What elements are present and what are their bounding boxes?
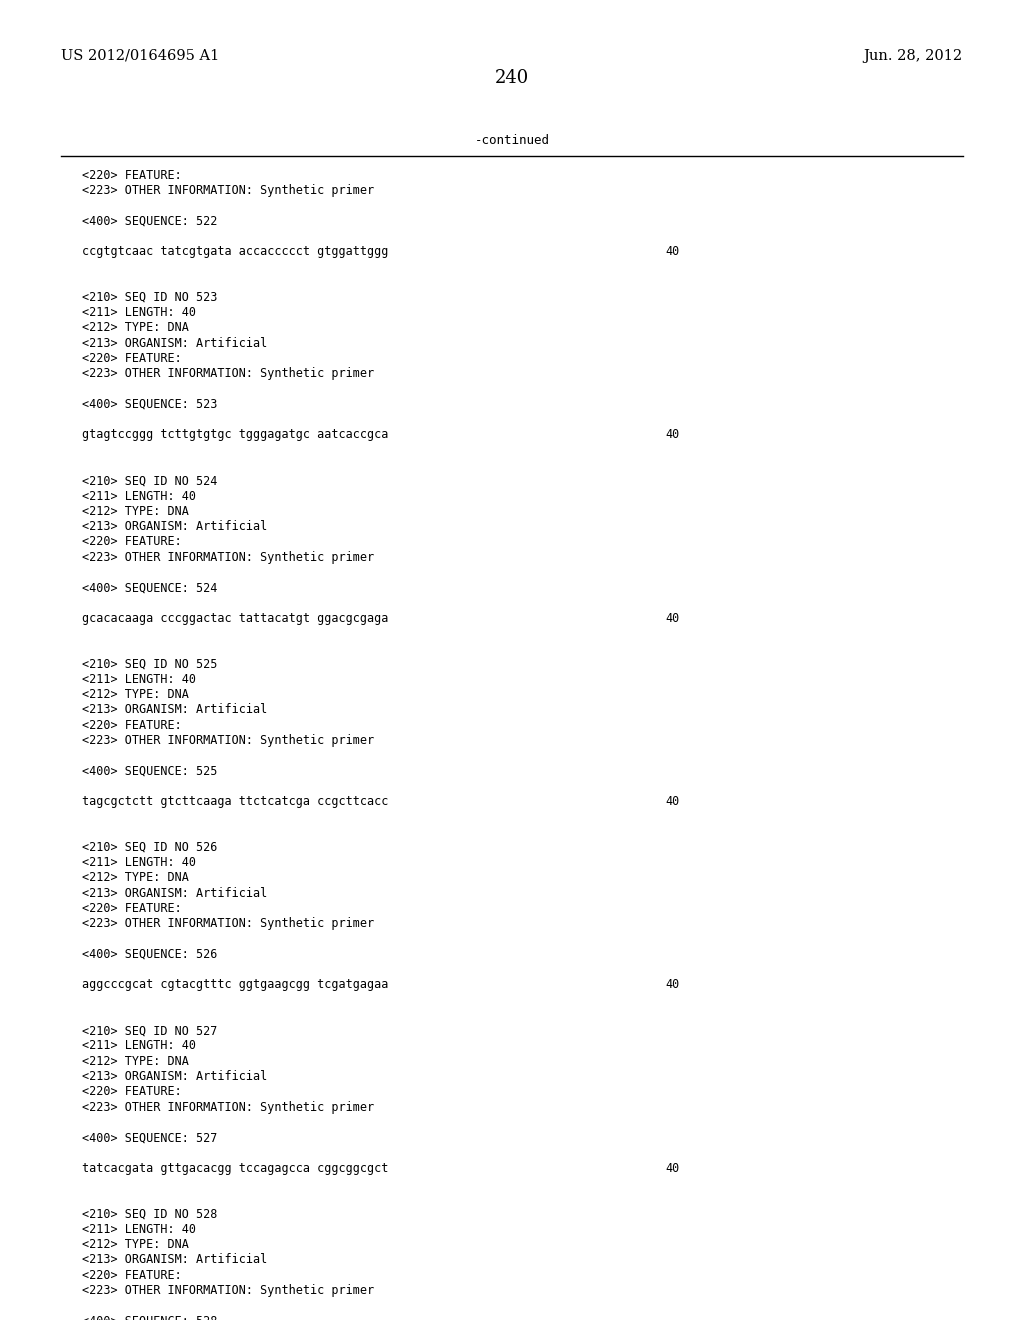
Text: <220> FEATURE:: <220> FEATURE: [82,352,181,366]
Text: 40: 40 [666,795,680,808]
Text: 40: 40 [666,1162,680,1175]
Text: <210> SEQ ID NO 526: <210> SEQ ID NO 526 [82,841,217,854]
Text: <400> SEQUENCE: 522: <400> SEQUENCE: 522 [82,215,217,227]
Text: gcacacaaga cccggactac tattacatgt ggacgcgaga: gcacacaaga cccggactac tattacatgt ggacgcg… [82,611,388,624]
Text: <223> OTHER INFORMATION: Synthetic primer: <223> OTHER INFORMATION: Synthetic prime… [82,183,374,197]
Text: <210> SEQ ID NO 525: <210> SEQ ID NO 525 [82,657,217,671]
Text: <213> ORGANISM: Artificial: <213> ORGANISM: Artificial [82,337,267,350]
Text: <212> TYPE: DNA: <212> TYPE: DNA [82,871,188,884]
Text: <223> OTHER INFORMATION: Synthetic primer: <223> OTHER INFORMATION: Synthetic prime… [82,734,374,747]
Text: <212> TYPE: DNA: <212> TYPE: DNA [82,1238,188,1251]
Text: ccgtgtcaac tatcgtgata accaccccct gtggattggg: ccgtgtcaac tatcgtgata accaccccct gtggatt… [82,246,388,259]
Text: <223> OTHER INFORMATION: Synthetic primer: <223> OTHER INFORMATION: Synthetic prime… [82,367,374,380]
Text: <211> LENGTH: 40: <211> LENGTH: 40 [82,1222,196,1236]
Text: <211> LENGTH: 40: <211> LENGTH: 40 [82,490,196,503]
Text: 40: 40 [666,611,680,624]
Text: <212> TYPE: DNA: <212> TYPE: DNA [82,688,188,701]
Text: 40: 40 [666,246,680,259]
Text: <210> SEQ ID NO 523: <210> SEQ ID NO 523 [82,290,217,304]
Text: <220> FEATURE:: <220> FEATURE: [82,536,181,548]
Text: <220> FEATURE:: <220> FEATURE: [82,902,181,915]
Text: <213> ORGANISM: Artificial: <213> ORGANISM: Artificial [82,1071,267,1082]
Text: US 2012/0164695 A1: US 2012/0164695 A1 [61,49,220,62]
Text: Jun. 28, 2012: Jun. 28, 2012 [863,49,963,62]
Text: <400> SEQUENCE: 526: <400> SEQUENCE: 526 [82,948,217,961]
Text: <400> SEQUENCE: 523: <400> SEQUENCE: 523 [82,397,217,411]
Text: tatcacgata gttgacacgg tccagagcca cggcggcgct: tatcacgata gttgacacgg tccagagcca cggcggc… [82,1162,388,1175]
Text: <212> TYPE: DNA: <212> TYPE: DNA [82,322,188,334]
Text: <220> FEATURE:: <220> FEATURE: [82,169,181,182]
Text: <213> ORGANISM: Artificial: <213> ORGANISM: Artificial [82,704,267,717]
Text: <211> LENGTH: 40: <211> LENGTH: 40 [82,673,196,686]
Text: <223> OTHER INFORMATION: Synthetic primer: <223> OTHER INFORMATION: Synthetic prime… [82,550,374,564]
Text: <220> FEATURE:: <220> FEATURE: [82,1085,181,1098]
Text: <211> LENGTH: 40: <211> LENGTH: 40 [82,857,196,869]
Text: <223> OTHER INFORMATION: Synthetic primer: <223> OTHER INFORMATION: Synthetic prime… [82,1284,374,1296]
Text: <223> OTHER INFORMATION: Synthetic primer: <223> OTHER INFORMATION: Synthetic prime… [82,1101,374,1114]
Text: 240: 240 [495,69,529,87]
Text: aggcccgcat cgtacgtttc ggtgaagcgg tcgatgagaa: aggcccgcat cgtacgtttc ggtgaagcgg tcgatga… [82,978,388,991]
Text: -continued: -continued [474,135,550,148]
Text: <210> SEQ ID NO 527: <210> SEQ ID NO 527 [82,1024,217,1038]
Text: <220> FEATURE:: <220> FEATURE: [82,718,181,731]
Text: <210> SEQ ID NO 528: <210> SEQ ID NO 528 [82,1208,217,1221]
Text: <210> SEQ ID NO 524: <210> SEQ ID NO 524 [82,474,217,487]
Text: gtagtccggg tcttgtgtgc tgggagatgc aatcaccgca: gtagtccggg tcttgtgtgc tgggagatgc aatcacc… [82,429,388,441]
Text: <400> SEQUENCE: 527: <400> SEQUENCE: 527 [82,1131,217,1144]
Text: <220> FEATURE:: <220> FEATURE: [82,1269,181,1282]
Text: 40: 40 [666,978,680,991]
Text: <212> TYPE: DNA: <212> TYPE: DNA [82,1055,188,1068]
Text: <213> ORGANISM: Artificial: <213> ORGANISM: Artificial [82,520,267,533]
Text: 40: 40 [666,429,680,441]
Text: <400> SEQUENCE: 525: <400> SEQUENCE: 525 [82,764,217,777]
Text: <400> SEQUENCE: 524: <400> SEQUENCE: 524 [82,581,217,594]
Text: <213> ORGANISM: Artificial: <213> ORGANISM: Artificial [82,887,267,900]
Text: <211> LENGTH: 40: <211> LENGTH: 40 [82,1039,196,1052]
Text: <212> TYPE: DNA: <212> TYPE: DNA [82,504,188,517]
Text: <223> OTHER INFORMATION: Synthetic primer: <223> OTHER INFORMATION: Synthetic prime… [82,917,374,931]
Text: <213> ORGANISM: Artificial: <213> ORGANISM: Artificial [82,1253,267,1266]
Text: <400> SEQUENCE: 528: <400> SEQUENCE: 528 [82,1315,217,1320]
Text: tagcgctctt gtcttcaaga ttctcatcga ccgcttcacc: tagcgctctt gtcttcaaga ttctcatcga ccgcttc… [82,795,388,808]
Text: <211> LENGTH: 40: <211> LENGTH: 40 [82,306,196,319]
